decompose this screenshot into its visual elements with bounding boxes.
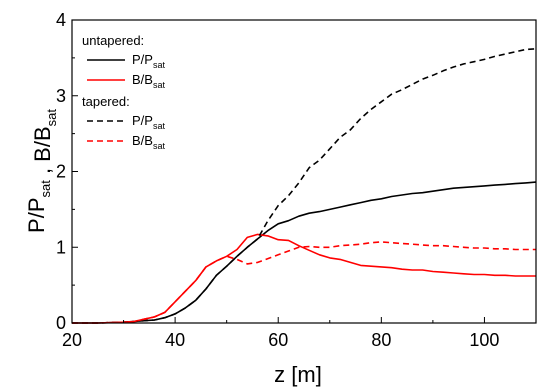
legend-label-main: P/P: [132, 113, 153, 128]
legend-label-main: P/P: [132, 52, 153, 67]
legend-heading-1: tapered:: [82, 94, 130, 109]
legend-label-main: B/B: [132, 133, 153, 148]
series-layer: [72, 48, 537, 324]
y-tick-label: 3: [56, 86, 66, 106]
series-line-1: [72, 233, 536, 324]
series-line-0: [72, 181, 537, 324]
y-axis: 0 1 2 3 4: [56, 10, 78, 333]
legend-label-2: P/Psat: [132, 113, 165, 131]
legend-label-sub: sat: [153, 121, 166, 131]
y-title-part-0: P/P: [24, 198, 49, 233]
y-tick-label: 2: [56, 162, 66, 182]
x-tick-label: 40: [165, 330, 185, 350]
y-title-sub-1: sat: [44, 109, 59, 127]
x-axis-title: z [m]: [274, 362, 322, 387]
legend-label-main: B/B: [132, 72, 153, 87]
series-line-3: [72, 241, 536, 324]
legend-label-sub: sat: [153, 80, 166, 90]
legend-heading-0: untapered:: [82, 33, 144, 48]
x-tick-label: 80: [371, 330, 391, 350]
y-title-part-1: , B/B: [30, 126, 55, 180]
x-tick-label: 60: [268, 330, 288, 350]
legend-label-0: P/Psat: [132, 52, 165, 70]
x-tick-label: 100: [469, 330, 499, 350]
x-tick-label: 20: [62, 330, 82, 350]
legend-label-sub: sat: [153, 60, 166, 70]
legend: untapered:P/PsatB/Bsattapered:P/PsatB/Bs…: [82, 33, 165, 151]
y-tick-label: 4: [56, 10, 66, 30]
legend-label-1: B/Bsat: [132, 72, 165, 90]
y-axis-title: P/Psat , B/Bsat: [24, 109, 59, 233]
legend-label-sub: sat: [153, 141, 166, 151]
x-axis: 20 40 60 80 100: [62, 317, 499, 350]
y-tick-label: 0: [56, 313, 66, 333]
y-tick-label: 1: [56, 237, 66, 257]
y-title-sub-0: sat: [38, 180, 53, 198]
series-line-2: [72, 48, 537, 324]
legend-label-3: B/Bsat: [132, 133, 165, 151]
